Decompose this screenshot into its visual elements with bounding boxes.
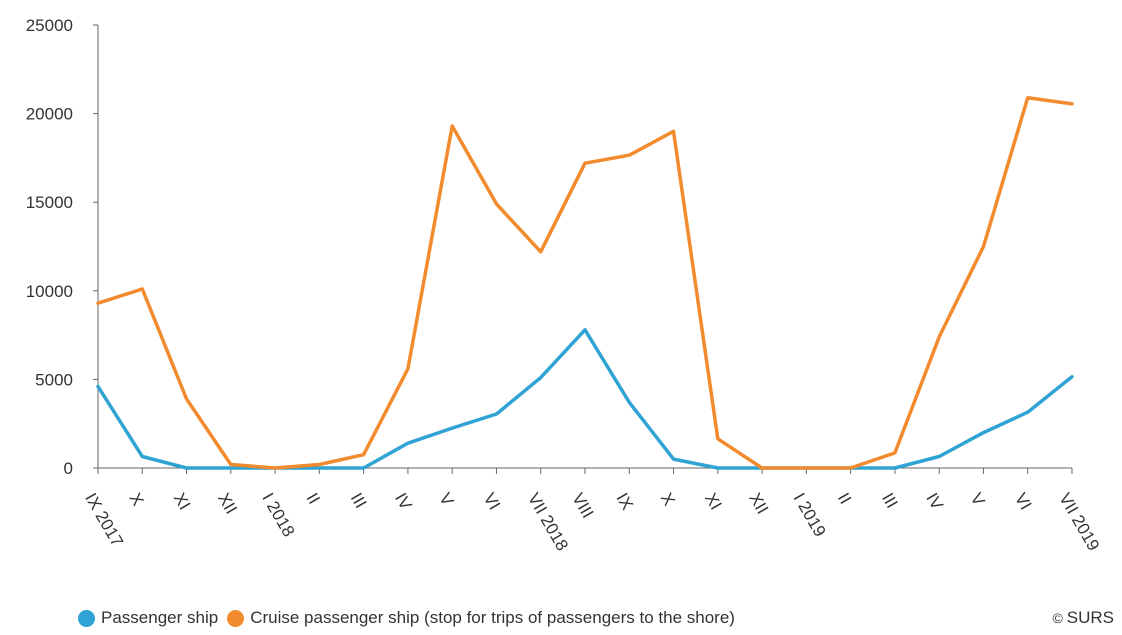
x-tick-label: X (657, 490, 679, 509)
x-tick-label: III (347, 490, 371, 512)
copyright-icon: © (1052, 610, 1063, 626)
x-tick-label: V (435, 490, 457, 510)
y-tick-label: 25000 (26, 16, 73, 35)
x-tick-label: IV (391, 490, 416, 514)
source-credit: © SURS (1052, 605, 1114, 631)
y-tick-label: 10000 (26, 282, 73, 301)
x-tick-label: II (834, 490, 855, 508)
x-tick-label: IV (922, 490, 947, 514)
x-tick-label: XII (214, 490, 241, 518)
x-tick-label: XI (170, 490, 194, 513)
series-line-passenger-ship (96, 328, 1074, 470)
legend-label-cruise-passenger-ship: Cruise passenger ship (stop for trips of… (250, 608, 735, 627)
x-tick-label: VIII (568, 490, 597, 522)
legend-marker-passenger-ship (78, 609, 95, 627)
x-tick-label: II (303, 490, 324, 508)
x-tick-label: III (878, 490, 902, 512)
y-tick-label: 20000 (26, 105, 73, 124)
legend-item-cruise-passenger-ship[interactable]: Cruise passenger ship (stop for trips of… (227, 608, 735, 628)
x-tick-label: V (967, 490, 989, 510)
legend-item-passenger-ship[interactable]: Passenger ship (78, 608, 218, 628)
legend-marker-cruise-passenger-ship (227, 609, 245, 627)
x-tick-label: XII (745, 490, 772, 518)
x-tick-label: I 2019 (790, 490, 830, 540)
x-tick-label: VII 2018 (524, 490, 572, 554)
x-tick-label: I 2018 (258, 490, 298, 540)
y-tick-label: 0 (64, 459, 73, 478)
x-tick-label: X (125, 490, 147, 509)
x-tick-label: XI (701, 490, 725, 513)
x-tick-label: VI (480, 490, 504, 513)
x-tick-label: IX (612, 490, 636, 513)
series-lines (96, 95, 1074, 470)
y-tick-label: 5000 (35, 370, 73, 389)
y-axis-ticks: 25000 20000 15000 10000 5000 0 (26, 16, 98, 478)
x-tick-label: VII 2019 (1055, 490, 1103, 554)
y-tick-label: 15000 (26, 193, 73, 212)
legend-label-passenger-ship: Passenger ship (101, 608, 219, 627)
x-tick-label: IX 2017 (81, 490, 127, 550)
legend: Passenger ship Cruise passenger ship (st… (78, 605, 744, 631)
series-line-cruise-passenger-ship (96, 95, 1074, 470)
x-tick-label: VI (1011, 490, 1035, 513)
credit-text: SURS (1066, 608, 1114, 627)
